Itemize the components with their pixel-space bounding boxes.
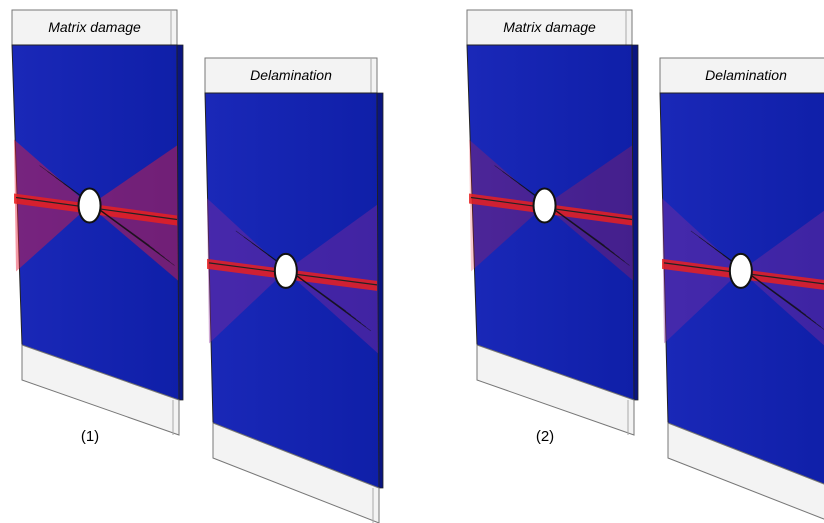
- grip-tab: [476, 344, 635, 436]
- plate-side: [176, 44, 184, 401]
- grip-tab: [659, 57, 824, 94]
- view-title: Matrix damage: [503, 19, 596, 35]
- specimen: Delamination: [659, 57, 824, 520]
- specimen: Matrix damage: [466, 9, 639, 436]
- panel-label: (2): [536, 428, 554, 445]
- view-title: Delamination: [250, 67, 332, 83]
- grip-tab: [212, 422, 380, 523]
- plate-side: [631, 44, 639, 401]
- specimens: Matrix damage Delamination (1) Matrix damag…: [11, 9, 824, 523]
- specimen: Delamination: [204, 57, 384, 523]
- grip-tab: [667, 422, 824, 520]
- hole: [77, 187, 102, 224]
- specimen: Matrix damage: [11, 9, 184, 436]
- plate-side: [376, 92, 384, 489]
- grip-tab: [21, 344, 180, 436]
- hole: [532, 187, 557, 224]
- view-title: Delamination: [705, 67, 787, 83]
- hole: [728, 252, 753, 289]
- panel-label: (1): [81, 428, 99, 445]
- view-title: Matrix damage: [48, 19, 141, 35]
- hole: [273, 252, 298, 289]
